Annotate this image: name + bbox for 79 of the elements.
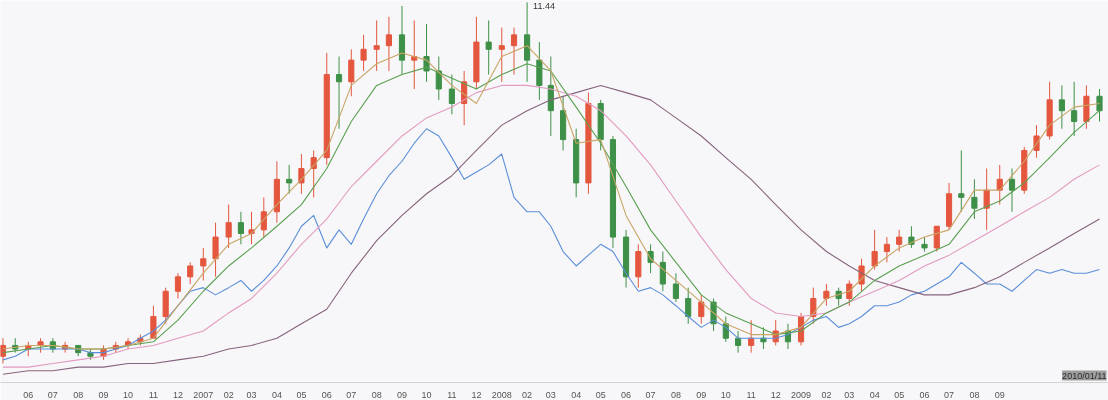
candlestick xyxy=(150,305,157,339)
candlestick xyxy=(212,222,219,278)
x-tick-label: 08 xyxy=(969,389,980,400)
candlestick xyxy=(435,56,442,101)
x-tick-label: 09 xyxy=(396,389,408,400)
x-tick-label: 07 xyxy=(645,389,656,400)
candlestick xyxy=(846,279,853,307)
x-tick-label: 05 xyxy=(595,389,606,400)
x-tick-label: 11 xyxy=(148,389,159,400)
x-tick-label: 12 xyxy=(471,389,482,400)
x-tick-label: 05 xyxy=(894,389,905,400)
x-tick-label: 11 xyxy=(447,389,457,400)
x-tick-label: 06 xyxy=(321,389,332,400)
candlestick xyxy=(883,236,890,263)
x-tick-label: 10 xyxy=(421,389,432,400)
candlestick xyxy=(659,251,666,292)
candlestick xyxy=(983,167,990,231)
candlestick xyxy=(385,16,392,72)
x-tick-label: 03 xyxy=(844,389,855,400)
x-tick-label: 10 xyxy=(123,389,134,400)
x-tick-label: 05 xyxy=(296,389,307,400)
candlestick xyxy=(510,27,518,76)
x-tick-label: 03 xyxy=(545,389,556,400)
candlestick xyxy=(1058,84,1065,130)
candlestick xyxy=(237,211,244,245)
candlestick xyxy=(335,56,343,130)
x-tick-label: 10 xyxy=(720,389,731,400)
candlestick xyxy=(933,225,940,253)
x-tick-label: 09 xyxy=(994,389,1005,400)
candlestick xyxy=(200,247,207,281)
x-tick-label: 06 xyxy=(919,389,930,400)
candlestick xyxy=(971,178,978,220)
candlestick xyxy=(1008,167,1016,213)
candlestick xyxy=(896,229,903,253)
candlestick xyxy=(298,153,305,195)
candlestick xyxy=(698,294,705,325)
candlestick xyxy=(360,34,367,72)
x-tick-label: 06 xyxy=(23,389,34,400)
x-tick-label: 2008 xyxy=(491,389,512,400)
annotation: 11.44 xyxy=(533,1,555,12)
candlestick xyxy=(672,272,680,303)
x-tick-label: 02 xyxy=(821,389,832,400)
x-tick-label: 04 xyxy=(271,389,282,400)
x-tick-label: 2007 xyxy=(193,389,214,400)
candlestick xyxy=(225,204,232,249)
candlestick xyxy=(647,243,654,274)
x-tick-label: 06 xyxy=(621,389,632,400)
candlestick xyxy=(871,229,878,271)
candlestick xyxy=(286,164,293,195)
x-tick-label: 02 xyxy=(522,389,533,400)
x-tick-label: 04 xyxy=(869,389,880,400)
x-tick-label: 07 xyxy=(346,389,357,400)
x-tick-label: 11 xyxy=(746,389,756,400)
x-tick-label: 09 xyxy=(98,389,109,400)
x-tick-label: 07 xyxy=(47,389,58,400)
x-tick-label: 08 xyxy=(670,389,681,400)
candlestick xyxy=(373,19,380,72)
candlestick xyxy=(448,74,455,115)
candlestick xyxy=(1071,81,1078,137)
x-tick-label: 08 xyxy=(73,389,84,400)
candlestick xyxy=(1096,88,1103,123)
x-tick-label: 03 xyxy=(246,389,257,400)
x-tick-label: 12 xyxy=(172,389,183,400)
x-tick-label: 02 xyxy=(223,389,234,400)
candlestick xyxy=(174,272,182,299)
candlestick xyxy=(348,48,355,97)
candlestick xyxy=(498,27,505,83)
x-tick-label: 2009 xyxy=(791,389,812,400)
candlestick xyxy=(823,283,830,307)
candlestick xyxy=(485,19,492,76)
x-tick-label: 09 xyxy=(696,389,707,400)
candlestick xyxy=(685,287,692,325)
x-tick-label: 04 xyxy=(571,389,582,400)
x-tick-label: 08 xyxy=(371,389,382,400)
candlestick xyxy=(187,261,194,285)
x-tick-label: 12 xyxy=(770,389,781,400)
text: 2010/01/11 xyxy=(1062,370,1107,381)
x-tick-label: 07 xyxy=(944,389,955,400)
candlestick xyxy=(260,196,267,238)
